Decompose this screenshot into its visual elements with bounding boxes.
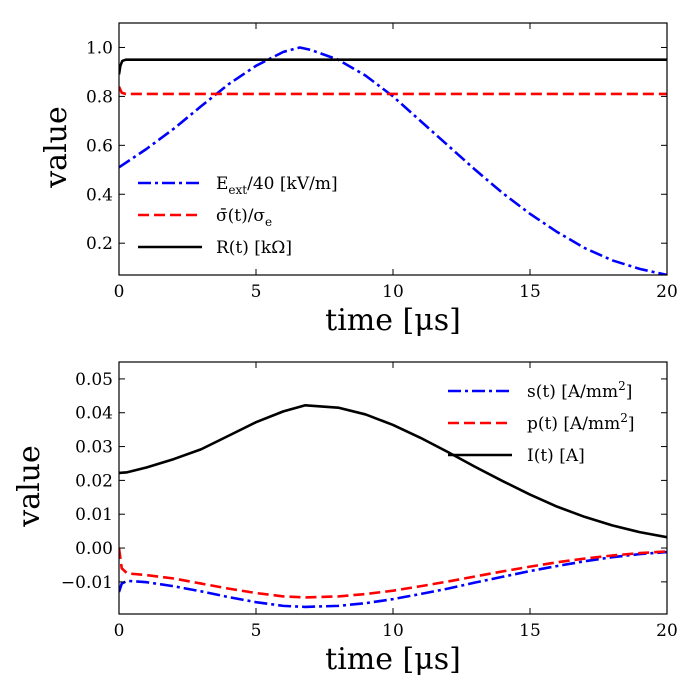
x-tick-label: 0	[114, 621, 125, 641]
legend: s(t) [A/mm2] p(t) [A/mm2] I(t) [A]	[448, 379, 635, 466]
y-tick-label: 0.03	[75, 438, 113, 458]
top-plot: 0 5 10 15 20 0.2 0.4 0.6 0.8 1.0 time [μs] value Eex…	[39, 22, 678, 338]
x-axis-label: time [μs]	[325, 303, 461, 338]
y-tick-label: 0.04	[75, 404, 113, 424]
legend: Eext/40 [kV/m] σ̄(t)/σe R(t) [kΩ]	[138, 174, 338, 258]
x-tick-label: 10	[382, 282, 404, 302]
y-tick-label: 0.6	[86, 136, 113, 156]
legend-label: R(t) [kΩ]	[216, 238, 292, 258]
y-tick-label: 0.2	[86, 234, 113, 254]
y-tick-label: 0.02	[75, 471, 113, 491]
series-line-2	[119, 58, 667, 75]
series-line-1	[119, 547, 667, 599]
series-line-0	[119, 550, 667, 609]
y-tick-label: 1.0	[86, 38, 113, 58]
x-axis-label: time [μs]	[325, 642, 461, 677]
x-tick-label: 20	[656, 621, 678, 641]
bottom-plot: 0 5 10 15 20 −0.01 0.00 0.01 0.02 0.03 0.04 0.05 tim…	[12, 361, 678, 677]
y-tick-label: 0.01	[75, 505, 113, 525]
series-group	[119, 46, 667, 275]
x-tick-label: 15	[519, 282, 541, 302]
series-line-0	[119, 46, 667, 275]
x-tick-label: 0	[114, 282, 125, 302]
y-tick-label: 0.00	[75, 539, 113, 559]
legend-label: σ̄(t)/σe	[216, 206, 272, 229]
x-tick-label: 10	[382, 621, 404, 641]
series-group	[119, 404, 667, 609]
x-tick-label: 5	[251, 282, 262, 302]
x-tick-label: 20	[656, 282, 678, 302]
legend-label: I(t) [A]	[527, 446, 585, 466]
y-axis-label: value	[12, 445, 47, 528]
legend-label: Eext/40 [kV/m]	[216, 174, 338, 197]
legend-label: p(t) [A/mm2]	[527, 411, 635, 434]
y-tick-label: 0.05	[75, 370, 113, 390]
x-tick-label: 5	[251, 621, 262, 641]
y-tick-label: 0.4	[86, 185, 113, 205]
series-line-1	[119, 86, 667, 96]
x-tick-label: 15	[519, 621, 541, 641]
y-tick-label: 0.8	[86, 87, 113, 107]
legend-label: s(t) [A/mm2]	[527, 379, 632, 402]
series-line-2	[119, 404, 667, 539]
y-tick-label: −0.01	[61, 573, 113, 593]
y-axis-label: value	[39, 106, 74, 189]
